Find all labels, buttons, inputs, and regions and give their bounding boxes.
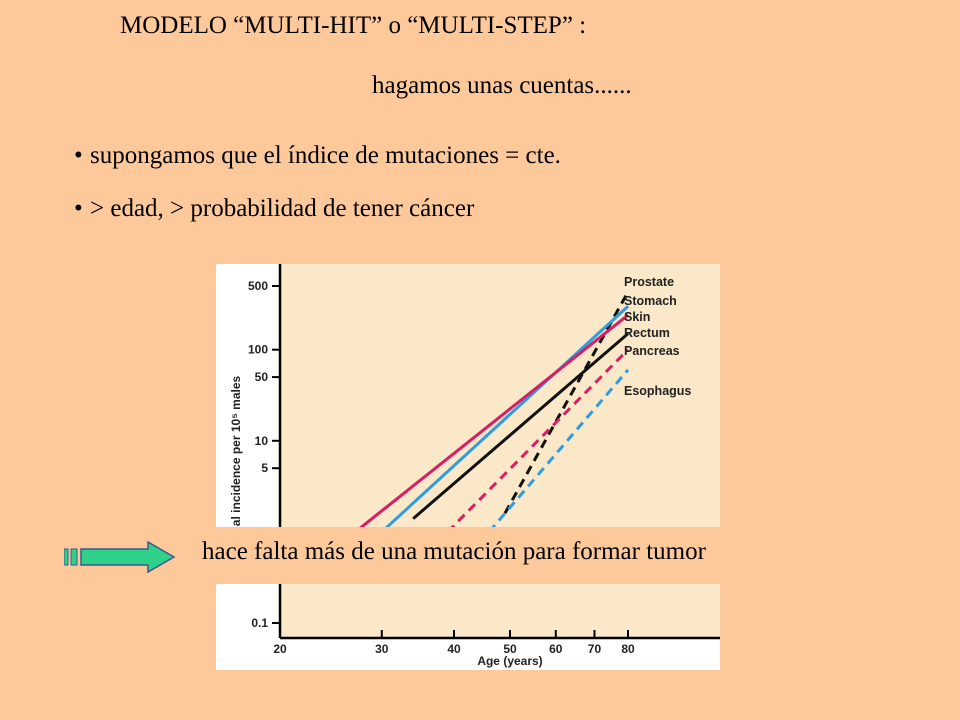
y-tick-label: 100 (248, 343, 268, 357)
legend-label-pancreas: Pancreas (624, 344, 680, 358)
x-tick-label: 50 (503, 642, 517, 656)
legend-label-prostate: Prostate (624, 275, 674, 289)
incidence-chart: 0.1 5 10 50 100 500 20 30 40 50 60 70 80 Age (years) a… (216, 264, 720, 670)
x-tick-label: 20 (273, 642, 287, 656)
bullet-dot: • (74, 142, 83, 169)
y-tick-label: 10 (255, 434, 269, 448)
bullet-dot: • (74, 195, 83, 222)
x-tick-label: 30 (375, 642, 389, 656)
legend-label-rectum: Rectum (624, 326, 670, 340)
bullet-text: supongamos que el índice de mutaciones =… (90, 142, 561, 169)
slide-subtitle: hagamos unas cuentas...... (372, 72, 632, 99)
y-tick-label: 50 (255, 370, 269, 384)
chart-svg: 0.1 5 10 50 100 500 20 30 40 50 60 70 80 Age (years) a… (229, 264, 720, 668)
y-tick-label: 5 (261, 461, 268, 475)
x-tick-label: 60 (549, 642, 563, 656)
legend-label-skin: Skin (624, 310, 650, 324)
series-line-rectum (412, 332, 629, 520)
series-line-skin (354, 313, 629, 534)
x-axis-label: Age (years) (477, 654, 542, 668)
legend-label-stomach: Stomach (624, 294, 677, 308)
y-tick-label: 500 (248, 279, 268, 293)
x-tick-label: 80 (621, 642, 635, 656)
series-line-pancreas (446, 348, 630, 533)
legend-label-esophagus: Esophagus (624, 384, 691, 398)
slide-title: MODELO “MULTI-HIT” o “MULTI-STEP” : (120, 12, 587, 39)
series-line-prostate (503, 291, 630, 515)
series-line-stomach (380, 305, 630, 533)
y-axis-label: al incidence per 10⁵ males (229, 375, 243, 526)
x-tick-label: 70 (588, 642, 602, 656)
bullet-item: • > edad, > probabilidad de tener cáncer (74, 195, 474, 223)
series-line-esophagus (487, 368, 630, 533)
conclusion-text: hace falta más de una mutación para form… (202, 538, 706, 565)
bullet-item: • supongamos que el índice de mutaciones … (74, 142, 561, 170)
y-tick-label: 0.1 (251, 616, 268, 630)
right-arrow-icon (64, 541, 176, 573)
x-tick-label: 40 (447, 642, 461, 656)
bullet-text: > edad, > probabilidad de tener cáncer (90, 195, 475, 222)
